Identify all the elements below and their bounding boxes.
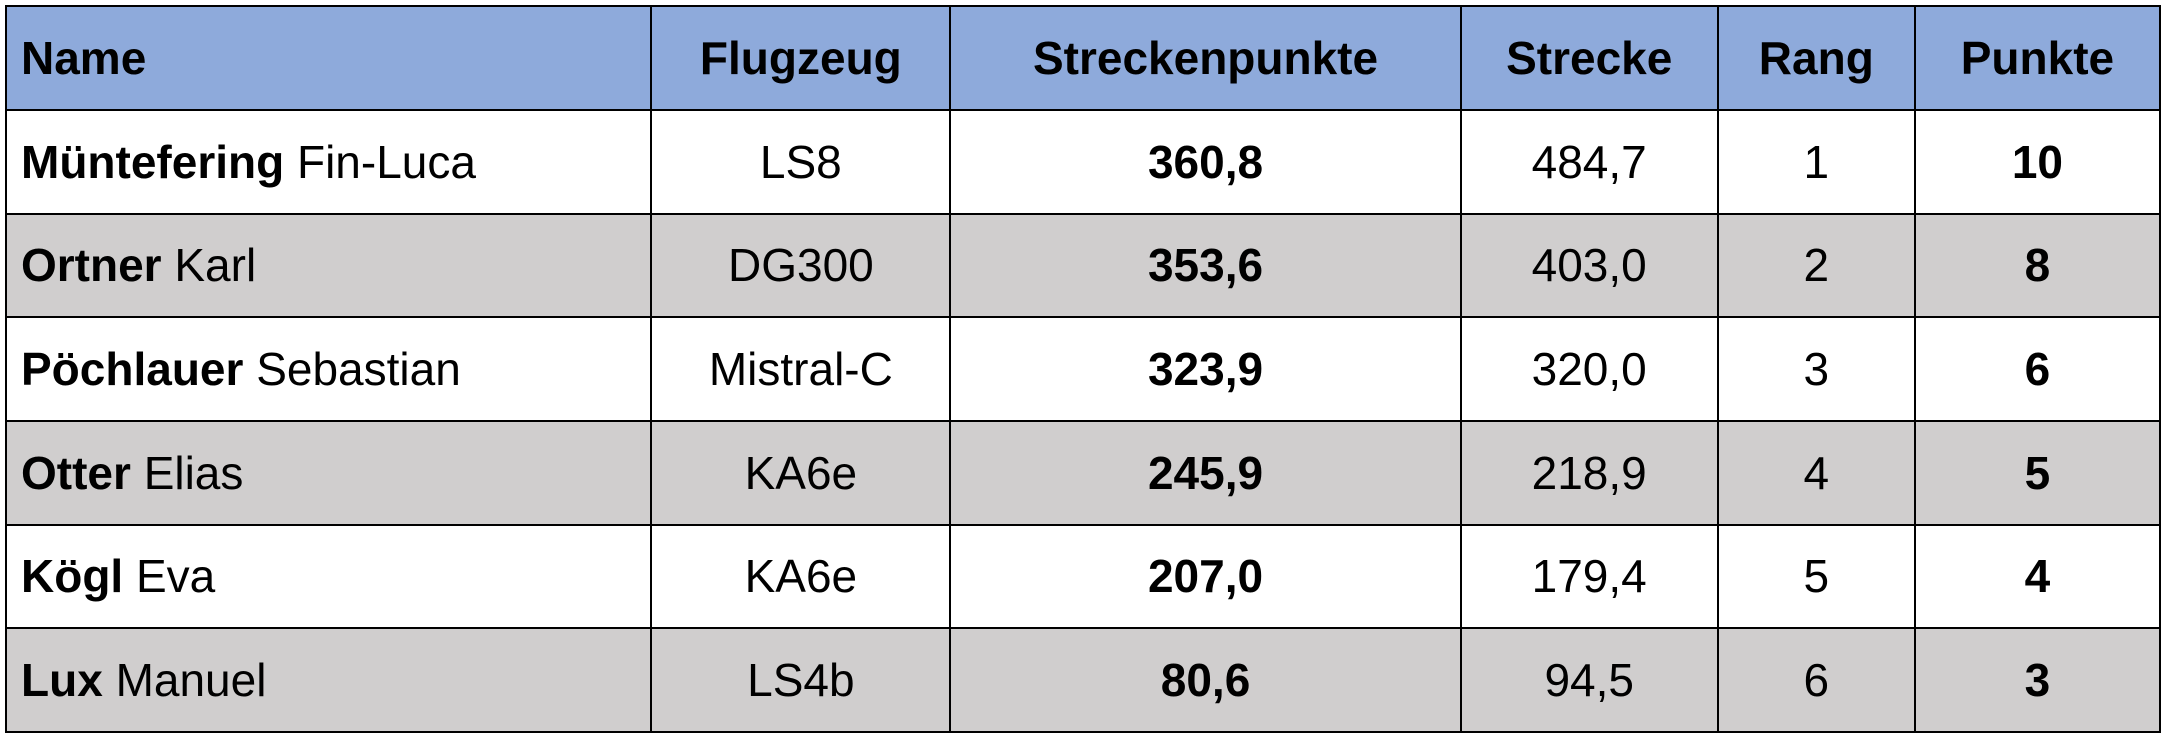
name-cell: Ortner Karl bbox=[4, 212, 653, 319]
table-row: Müntefering Fin-Luca LS8 360,8 484,7 1 10 bbox=[4, 109, 2162, 215]
punkte-cell: 3 bbox=[1913, 627, 2162, 733]
streckenpunkte-cell: 80,6 bbox=[949, 627, 1462, 733]
streckenpunkte-cell: 360,8 bbox=[949, 109, 1462, 215]
header-cell: Strecke bbox=[1459, 5, 1719, 111]
rang-cell: 1 bbox=[1716, 109, 1916, 215]
results-table: Name Flugzeug Streckenpunkte Strecke Rang Pun… bbox=[4, 5, 2162, 733]
punkte-cell: 6 bbox=[1913, 316, 2162, 422]
strecke-cell: 218,9 bbox=[1459, 419, 1719, 526]
rang-cell: 6 bbox=[1716, 627, 1916, 733]
table-row: Lux Manuel LS4b 80,6 94,5 6 3 bbox=[4, 627, 2162, 733]
header-row: Name Flugzeug Streckenpunkte Strecke Rang Pun… bbox=[4, 5, 2162, 111]
firstname: Karl bbox=[174, 239, 257, 292]
punkte-cell: 4 bbox=[1913, 523, 2162, 630]
surname: Pöchlauer bbox=[21, 343, 244, 396]
streckenpunkte-cell: 353,6 bbox=[949, 212, 1462, 319]
firstname: Fin-Luca bbox=[296, 135, 476, 188]
strecke-cell: 94,5 bbox=[1459, 627, 1719, 733]
name-cell: Otter Elias bbox=[4, 419, 653, 526]
aircraft-cell: KA6e bbox=[650, 419, 952, 526]
name-cell: Kögl Eva bbox=[4, 523, 653, 630]
surname: Müntefering bbox=[21, 135, 285, 188]
aircraft-cell: LS8 bbox=[650, 109, 952, 215]
surname: Otter bbox=[21, 446, 131, 499]
aircraft-cell: Mistral-C bbox=[650, 316, 952, 422]
header-cell: Punkte bbox=[1913, 5, 2162, 111]
firstname: Sebastian bbox=[256, 343, 461, 396]
table-row: Kögl Eva KA6e 207,0 179,4 5 4 bbox=[4, 523, 2162, 630]
name-cell: Müntefering Fin-Luca bbox=[4, 109, 653, 215]
name-cell: Lux Manuel bbox=[4, 627, 653, 733]
rang-cell: 3 bbox=[1716, 316, 1916, 422]
surname: Ortner bbox=[21, 239, 162, 292]
streckenpunkte-cell: 207,0 bbox=[949, 523, 1462, 630]
header-cell: Streckenpunkte bbox=[949, 5, 1462, 111]
firstname: Eva bbox=[135, 550, 216, 603]
punkte-cell: 10 bbox=[1913, 109, 2162, 215]
firstname: Manuel bbox=[115, 654, 267, 707]
rang-cell: 4 bbox=[1716, 419, 1916, 526]
header-cell: Rang bbox=[1716, 5, 1916, 111]
header-cell: Flugzeug bbox=[650, 5, 952, 111]
strecke-cell: 484,7 bbox=[1459, 109, 1719, 215]
strecke-cell: 320,0 bbox=[1459, 316, 1719, 422]
table-row: Pöchlauer Sebastian Mistral-C 323,9 320,0 3 6 bbox=[4, 316, 2162, 422]
table-row: Otter Elias KA6e 245,9 218,9 4 5 bbox=[4, 419, 2162, 526]
surname: Kögl bbox=[21, 550, 124, 603]
rang-cell: 2 bbox=[1716, 212, 1916, 319]
aircraft-cell: LS4b bbox=[650, 627, 952, 733]
surname: Lux bbox=[21, 654, 103, 707]
name-cell: Pöchlauer Sebastian bbox=[4, 316, 653, 422]
firstname: Elias bbox=[143, 446, 244, 499]
streckenpunkte-cell: 245,9 bbox=[949, 419, 1462, 526]
punkte-cell: 8 bbox=[1913, 212, 2162, 319]
header-cell: Name bbox=[4, 5, 653, 111]
rang-cell: 5 bbox=[1716, 523, 1916, 630]
aircraft-cell: KA6e bbox=[650, 523, 952, 630]
punkte-cell: 5 bbox=[1913, 419, 2162, 526]
table-row: Ortner Karl DG300 353,6 403,0 2 8 bbox=[4, 212, 2162, 319]
strecke-cell: 179,4 bbox=[1459, 523, 1719, 630]
aircraft-cell: DG300 bbox=[650, 212, 952, 319]
strecke-cell: 403,0 bbox=[1459, 212, 1719, 319]
streckenpunkte-cell: 323,9 bbox=[949, 316, 1462, 422]
